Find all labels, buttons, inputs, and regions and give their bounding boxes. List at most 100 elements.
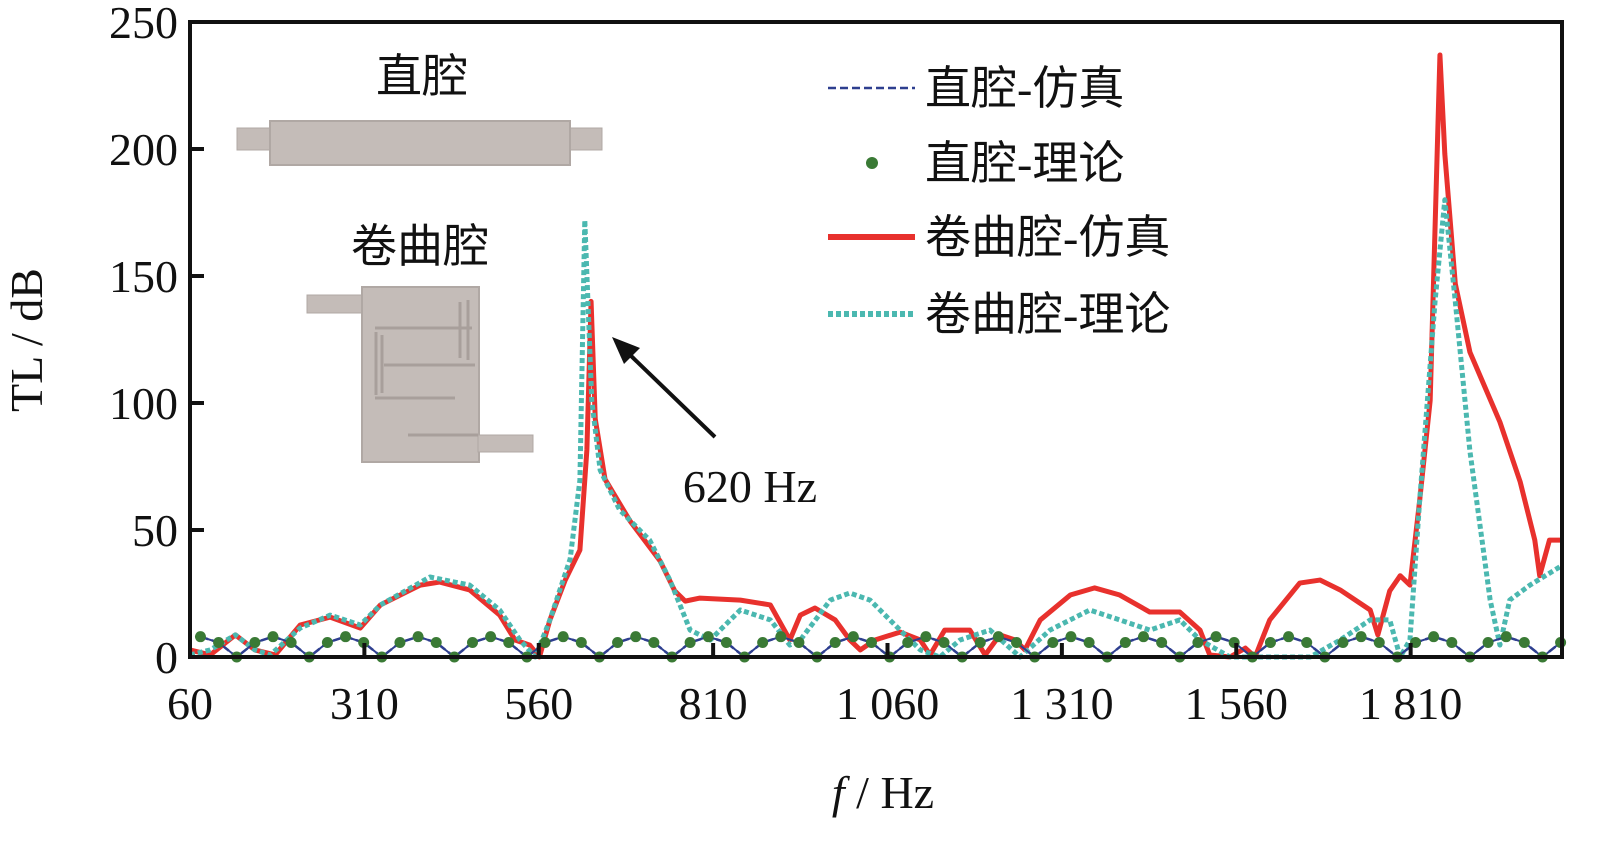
y-tick-label: 100 [109,378,178,429]
straight-theory-point [1500,631,1512,643]
straight-theory-point [358,637,370,649]
coiled-outlet-pipe [477,434,534,453]
straight-theory-point [575,637,587,649]
y-tick-label: 250 [109,0,178,48]
straight-theory-point [285,637,297,649]
straight-theory-point [1446,637,1458,649]
straight-theory-point [1011,637,1023,649]
straight-theory-point [394,637,406,649]
straight-theory-point [1410,637,1422,649]
straight-theory-point [902,637,914,649]
straight-theory-point [267,631,279,643]
straight-theory-point [485,631,497,643]
series-coiled-sim-line [189,52,1562,660]
legend-label: 卷曲腔-仿真 [925,212,1170,263]
legend-label: 直腔-理论 [925,138,1124,189]
annotation-arrowhead-icon [612,337,640,364]
y-axis: 0 50 100 150 200 250 [109,0,204,683]
straight-theory-point [1264,637,1276,649]
straight-inlet-pipe [236,127,272,151]
straight-theory-point [775,631,787,643]
y-tick-label: 200 [109,124,178,175]
straight-theory-point [412,631,424,643]
straight-theory-point [1482,637,1494,649]
plot-frame [188,20,1564,659]
legend-label: 卷曲腔-理论 [925,289,1170,340]
straight-theory-point [720,637,732,649]
straight-theory-point [974,637,986,649]
y-tick-label: 150 [109,251,178,302]
x-tick-label: 60 [167,678,213,729]
straight-theory-point [430,637,442,649]
coiled-inlet-pipe [306,294,364,314]
straight-theory-point [1210,631,1222,643]
y-axis-label: TL / dB [1,268,52,412]
inset-straight-cavity: 直腔 [236,51,603,166]
straight-theory-point [1192,637,1204,649]
straight-theory-point [1355,631,1367,643]
series-straight-theory-line [200,635,1562,659]
y-tick-label: 0 [155,632,178,683]
series-coiled-theory-line [189,197,1564,660]
x-tick-label: 810 [679,678,748,729]
straight-theory-point [1083,637,1095,649]
straight-theory-point [757,637,769,649]
straight-theory-point [938,637,950,649]
x-tick-label: 1 310 [1010,678,1114,729]
straight-theory-point [503,637,515,649]
straight-theory-point [702,631,714,643]
straight-theory-point [1156,637,1168,649]
legend-item-coiled-sim: 卷曲腔-仿真 [828,212,1170,263]
straight-theory-point [865,637,877,649]
straight-theory-point [466,637,478,649]
straight-theory-point [992,631,1004,643]
x-tick-label: 1 560 [1185,678,1289,729]
x-tick-label: 1 810 [1359,678,1463,729]
annotation-text: 620 Hz [683,461,817,512]
straight-theory-point [829,637,841,649]
y-tick-label: 50 [132,505,178,556]
inset-coiled-label: 卷曲腔 [351,221,489,272]
legend: 直腔-仿真 直腔-理论 卷曲腔-仿真 卷曲腔-理论 [828,63,1170,340]
legend-item-straight-sim: 直腔-仿真 [828,63,1124,114]
straight-theory-point [1518,637,1530,649]
x-tick-label: 1 060 [836,678,940,729]
x-axis-label-unit: / Hz [845,767,934,818]
straight-theory-point [557,631,569,643]
inset-coiled-cavity: 卷曲腔 [306,221,534,463]
straight-theory-point [1119,637,1131,649]
straight-theory-point [793,637,805,649]
x-tick-label: 560 [504,678,573,729]
legend-item-straight-theory: 直腔-理论 [866,138,1124,189]
annotation-arrow-line [625,350,717,439]
straight-theory-point [194,631,206,643]
straight-theory-point [1428,631,1440,643]
x-tick-label: 310 [330,678,399,729]
straight-theory-point [684,637,696,649]
straight-theory-point [1337,637,1349,649]
straight-theory-point [612,637,624,649]
straight-outlet-pipe [567,127,603,151]
legend-label: 直腔-仿真 [925,63,1124,114]
straight-theory-point [630,631,642,643]
legend-swatch-dot [866,157,878,169]
straight-theory-point [321,637,333,649]
legend-item-coiled-theory: 卷曲腔-理论 [828,289,1170,340]
straight-theory-point [1301,637,1313,649]
coiled-inner-baffles [374,300,478,437]
straight-theory-point [847,631,859,643]
inset-straight-label: 直腔 [376,51,468,102]
straight-theory-point [340,631,352,643]
straight-theory-point [648,637,660,649]
straight-cavity-body [269,120,571,166]
straight-theory-point [1137,631,1149,643]
straight-theory-point [1047,637,1059,649]
peak-annotation: 620 Hz [612,337,817,512]
straight-theory-point [1373,637,1385,649]
straight-theory-point [249,637,261,649]
x-axis-label: f / Hz [832,767,934,818]
x-axis: 60 310 560 810 1 060 1 310 1 560 1 810 [167,643,1462,729]
straight-theory-point [539,637,551,649]
straight-theory-point [920,631,932,643]
